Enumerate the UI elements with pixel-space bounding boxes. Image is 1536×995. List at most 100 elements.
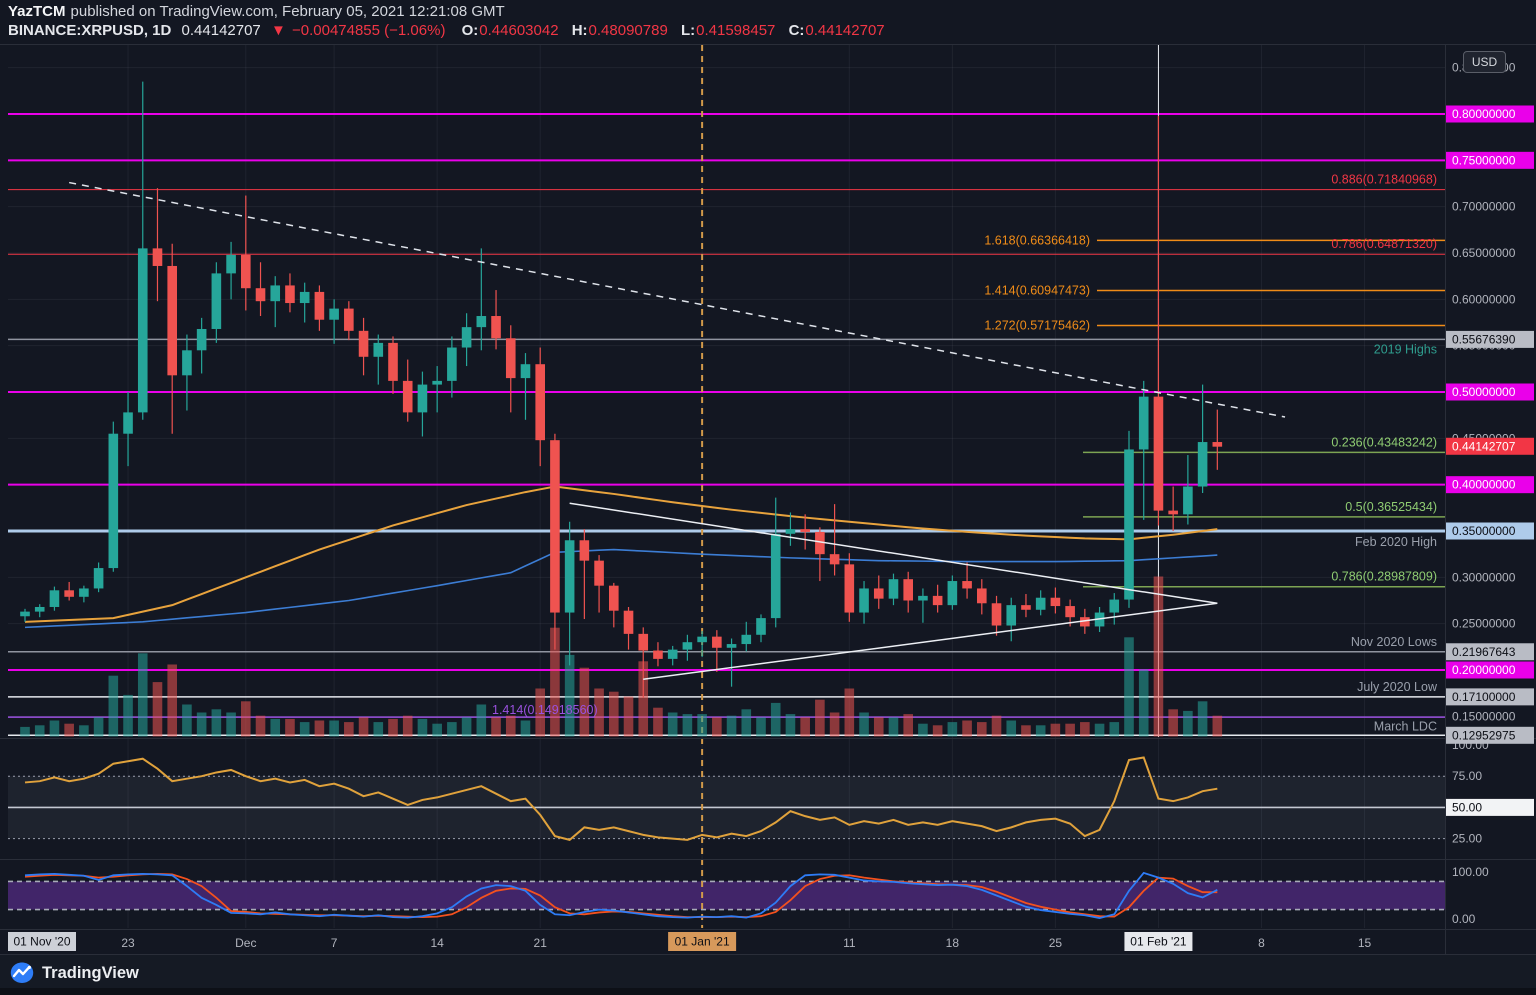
header-byline: YazTCM published on TradingView.com, Febr… — [8, 3, 505, 20]
volume-bar — [977, 722, 987, 737]
currency-toggle-button[interactable]: USD — [1463, 51, 1506, 73]
time-box-text: 01 Nov '20 — [14, 935, 71, 949]
candle-body — [1080, 617, 1090, 627]
candle — [285, 273, 295, 313]
candle — [1065, 599, 1075, 627]
candle-body — [64, 590, 74, 597]
volume-bar — [520, 720, 531, 737]
candle — [1168, 486, 1178, 532]
symbol-title[interactable]: BINANCE:XRPUSD, 1D — [8, 22, 172, 39]
candle-body — [432, 380, 442, 385]
ma-fast-line — [24, 485, 1218, 623]
candle-body — [137, 248, 148, 413]
candle-body — [609, 585, 619, 611]
candle-body — [1109, 599, 1120, 613]
time-box — [668, 932, 737, 951]
candle — [447, 336, 457, 398]
volume-bar — [1124, 637, 1134, 737]
fib-level-label: 0.786(0.28987809) — [1331, 570, 1437, 584]
volume-bar — [64, 723, 74, 737]
price-level-axis-label: 0.44142707 — [1446, 437, 1534, 455]
candle — [1138, 380, 1149, 520]
volume-bar — [196, 712, 207, 737]
volume-bar — [609, 691, 619, 737]
candle — [1050, 587, 1061, 614]
fib-level-label: 2019 Highs — [1374, 342, 1437, 356]
candle-body — [1212, 442, 1223, 447]
price-level-axis-label-box — [1446, 476, 1534, 494]
tradingview-branding-link[interactable]: TradingView — [10, 961, 139, 985]
candle — [800, 514, 810, 550]
candle-body — [152, 248, 163, 266]
volume-bar — [432, 723, 442, 737]
volume-bar — [1065, 723, 1075, 737]
candle-body — [1035, 597, 1046, 610]
candle — [667, 645, 678, 666]
price-level-axis-label: 0.75000000 — [1446, 151, 1534, 169]
open-label: O: — [461, 22, 479, 39]
main-chart-svg: 0.886(0.71840968) 1.618(0.66366418) 0.786(… — [0, 44, 1536, 955]
fib-level-label: 1.272(0.57175462) — [984, 319, 1090, 333]
candle-body — [844, 564, 855, 613]
price-level-axis-label-text: 0.40000000 — [1452, 478, 1516, 492]
rsi-axis-tick: 75.00 — [1452, 769, 1482, 783]
candle-body — [520, 364, 531, 379]
price-level-axis-label-text: 0.80000000 — [1452, 107, 1516, 121]
candle — [79, 585, 89, 603]
candle — [196, 317, 207, 374]
candle-body — [873, 588, 884, 599]
candle — [241, 195, 251, 311]
volume-bar — [594, 688, 604, 737]
candle — [123, 392, 133, 467]
price-axis-background — [1445, 45, 1536, 955]
candle-body — [1050, 597, 1061, 607]
fib-level-label: March LDC — [1374, 719, 1437, 733]
candle — [594, 555, 604, 613]
tradingview-logo-icon — [10, 962, 34, 983]
open-value: 0.44603042 — [479, 22, 559, 39]
volume-bar — [888, 717, 899, 737]
candle-body — [1153, 396, 1164, 511]
candle — [1109, 593, 1120, 625]
candle — [226, 241, 236, 300]
volume-bar — [815, 699, 825, 737]
candle — [432, 366, 442, 413]
time-box-text: 01 Feb '21 — [1130, 935, 1187, 949]
candle — [211, 262, 222, 343]
volume-bar — [697, 714, 707, 737]
volume-bar — [800, 717, 810, 737]
volume-bar — [1080, 722, 1090, 737]
candle-body — [461, 327, 472, 348]
candle-body — [653, 650, 663, 659]
time-axis-boxed-label: 01 Feb '21 — [1124, 932, 1193, 951]
candle-body — [402, 380, 413, 413]
candle — [373, 334, 384, 385]
candle-body — [947, 581, 958, 606]
triangle-lower-line — [643, 602, 1218, 681]
volume-bar — [329, 720, 339, 737]
volume-bar — [770, 702, 781, 737]
volume-bar — [1021, 725, 1031, 737]
volume-bar — [226, 712, 236, 737]
stoch-k-line — [24, 871, 1218, 919]
price-level-axis-label-text: 0.44142707 — [1452, 439, 1516, 453]
volume-bar — [918, 723, 928, 737]
candle-body — [962, 581, 972, 589]
candle — [579, 529, 590, 620]
time-axis-tick: Dec — [235, 936, 256, 950]
candle-body — [932, 595, 943, 606]
price-level-axis-label-box — [1446, 726, 1534, 744]
volume-bar — [741, 709, 752, 737]
volume-bar — [34, 725, 45, 737]
volume-bar — [491, 717, 501, 737]
candle-body — [829, 554, 840, 565]
candle — [1153, 115, 1164, 526]
volume-bar — [447, 722, 457, 737]
time-axis-tick: 15 — [1358, 936, 1372, 950]
fib-level-label: 0.886(0.71840968) — [1331, 173, 1437, 187]
candle — [991, 595, 1002, 636]
volume-bar — [712, 717, 722, 737]
candle-body — [697, 636, 707, 643]
candle — [903, 571, 913, 613]
candle — [1035, 590, 1046, 616]
